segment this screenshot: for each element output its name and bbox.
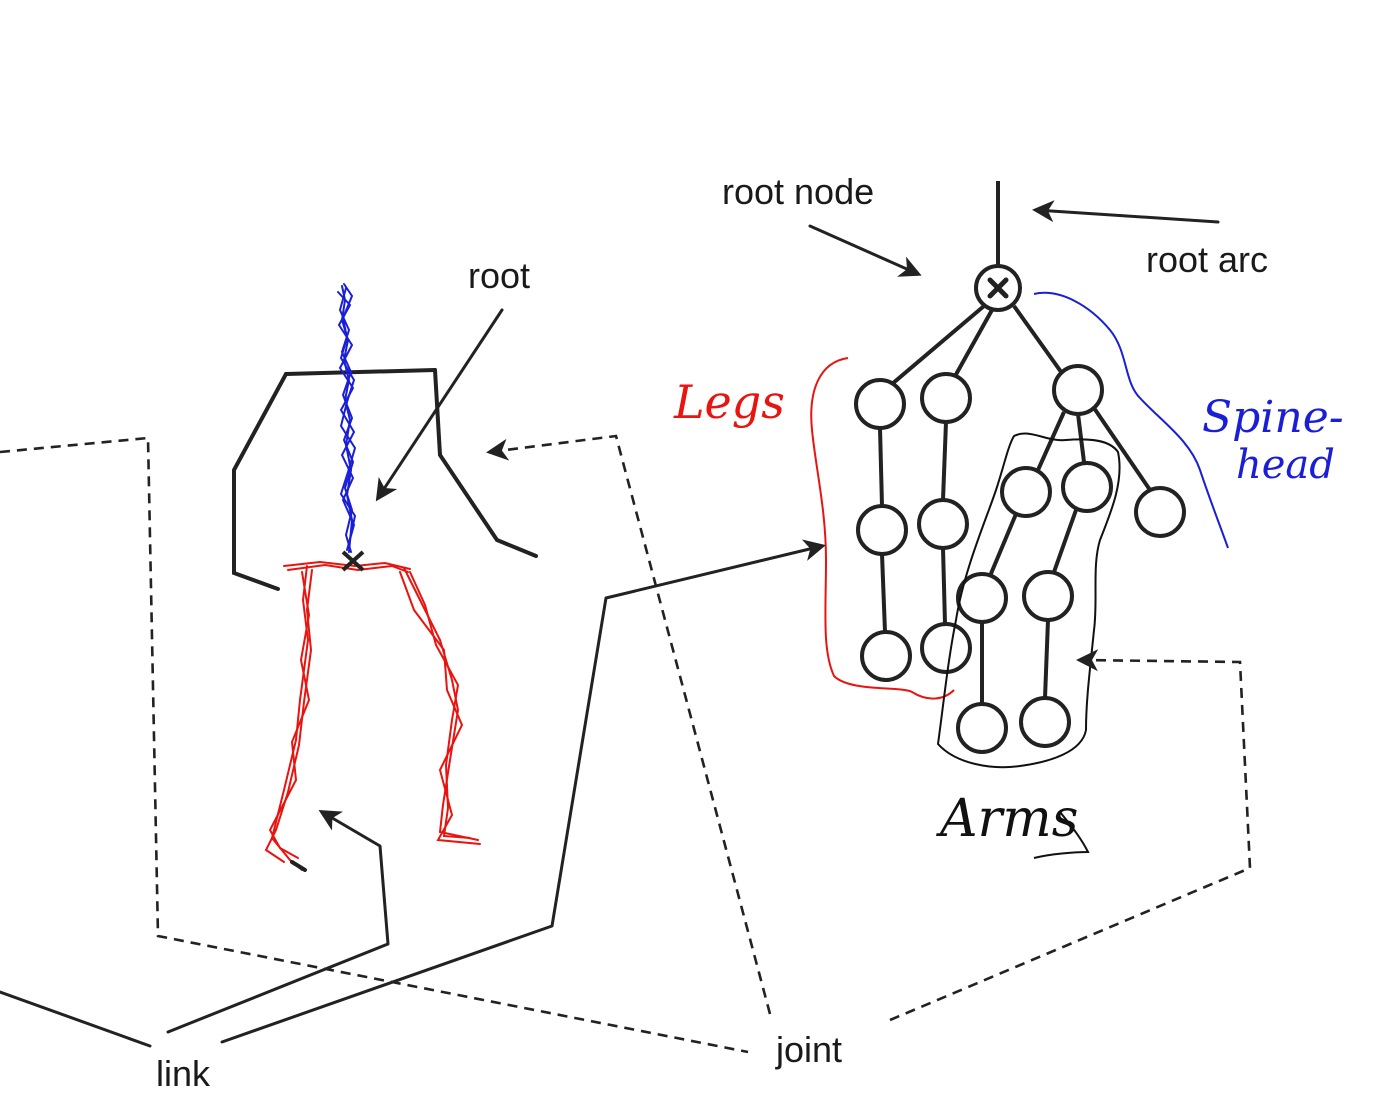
tree-node bbox=[920, 622, 972, 674]
legs-annotation: Legs bbox=[673, 375, 785, 429]
tree-node bbox=[860, 630, 912, 682]
joint-leader-figure bbox=[486, 434, 772, 1015]
tree-node bbox=[1019, 696, 1071, 748]
root-arc-label: root arc bbox=[1146, 239, 1268, 280]
hierarchy-tree bbox=[854, 181, 1186, 754]
root-label: root bbox=[468, 255, 530, 296]
spine-scribble bbox=[337, 283, 357, 553]
joint-leader-left bbox=[0, 436, 749, 1054]
legs-scribble bbox=[264, 560, 481, 871]
tree-node bbox=[854, 378, 906, 430]
tree-node bbox=[956, 572, 1008, 624]
arms-underline bbox=[1033, 811, 1090, 859]
arms-outline bbox=[936, 432, 1121, 769]
tree-node bbox=[1000, 466, 1052, 518]
joint-leader-tree bbox=[889, 649, 1252, 1022]
root-node-cross bbox=[987, 277, 1009, 299]
root-joint-cross bbox=[341, 550, 365, 572]
root-arrow bbox=[375, 308, 504, 502]
left-foot-bone bbox=[290, 860, 307, 872]
spine-head-annotation: Spine- bbox=[1202, 392, 1344, 443]
tree-node bbox=[920, 372, 972, 424]
joint-label: joint bbox=[775, 1029, 842, 1070]
root-node-arrow bbox=[808, 224, 922, 277]
right-arm-bone bbox=[433, 368, 538, 558]
shoulder-bone bbox=[284, 368, 437, 376]
tree-node bbox=[917, 498, 969, 550]
root-arc-arrow bbox=[1032, 200, 1220, 224]
spine-head-annotation-2: head bbox=[1236, 442, 1335, 488]
link-leader-figure bbox=[166, 809, 390, 1034]
left-arm-bone bbox=[232, 372, 288, 591]
tree-node bbox=[956, 702, 1008, 754]
tree-node bbox=[856, 504, 908, 556]
link-leader-tree bbox=[220, 539, 826, 1044]
arms-annotation: Arms bbox=[936, 789, 1078, 849]
tree-node bbox=[1052, 364, 1104, 416]
spine-outline bbox=[1033, 291, 1229, 549]
link-label: link bbox=[156, 1053, 211, 1094]
tree-node bbox=[1061, 461, 1113, 513]
tree-node bbox=[1022, 570, 1074, 622]
stick-figure bbox=[232, 283, 538, 872]
tree-node bbox=[1134, 486, 1186, 538]
legs-outline bbox=[810, 357, 955, 700]
link-leader-left bbox=[0, 990, 152, 1048]
root-node-label: root node bbox=[722, 171, 874, 212]
